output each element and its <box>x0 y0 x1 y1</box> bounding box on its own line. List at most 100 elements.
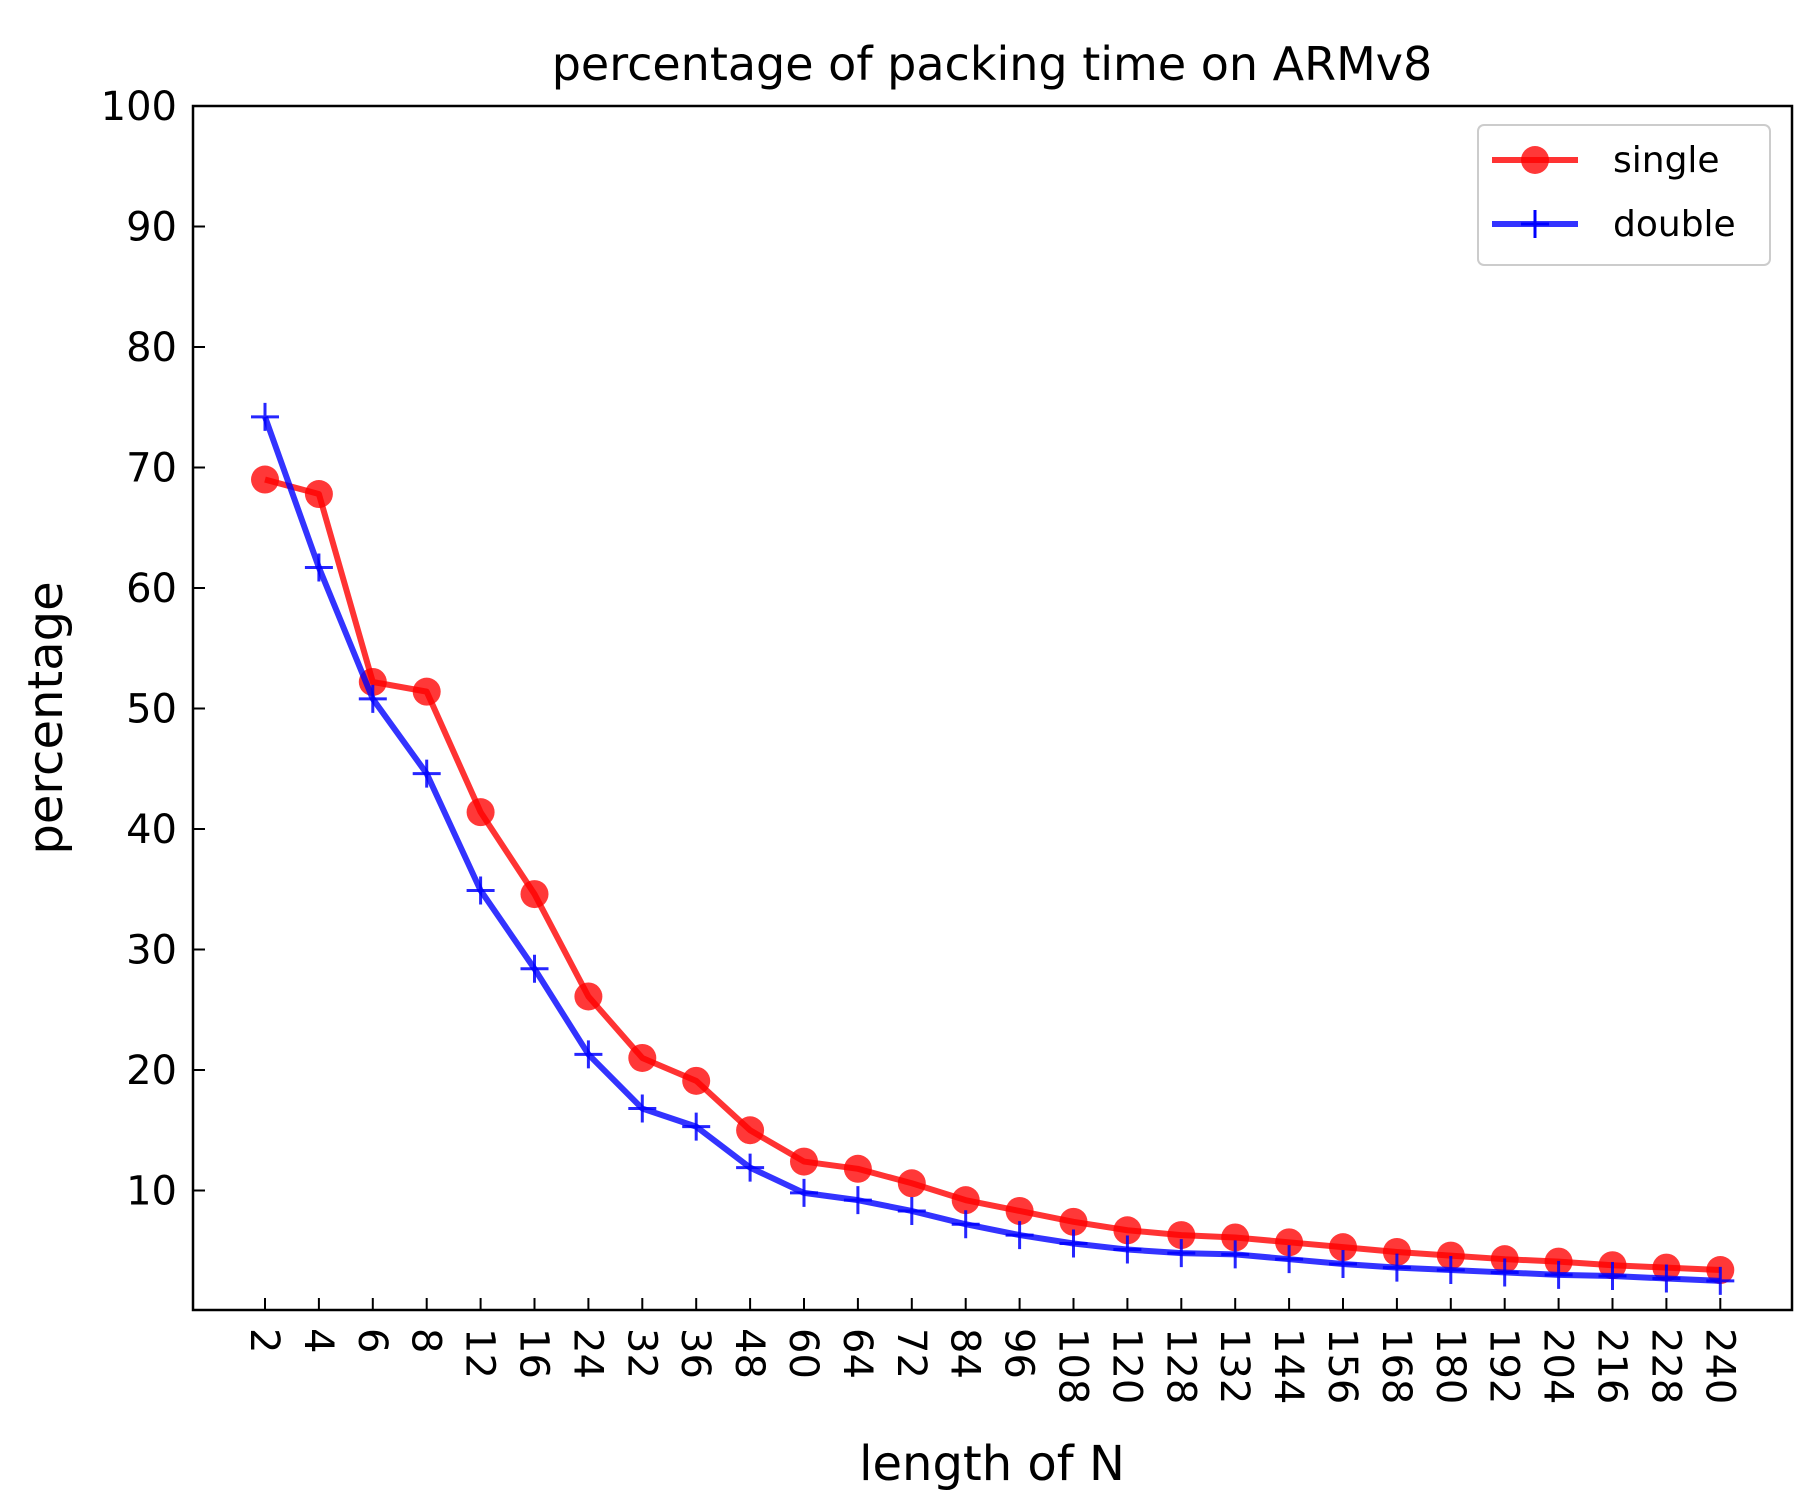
data-point-double <box>1113 1235 1142 1264</box>
data-point-single <box>1436 1241 1465 1270</box>
series-line-double <box>262 415 1721 1284</box>
data-point-single <box>1329 1233 1357 1262</box>
x-tick-label: 128 <box>1157 1328 1203 1404</box>
y-tick-label: 100 <box>101 84 177 130</box>
x-tick-label: 180 <box>1427 1328 1473 1404</box>
data-point-single <box>1382 1237 1411 1266</box>
x-tick-label: 240 <box>1696 1328 1742 1404</box>
data-point-single <box>574 982 603 1011</box>
series-line-single <box>264 476 1721 1274</box>
chart-title: percentage of packing time on ARMv8 <box>552 37 1433 91</box>
x-axis-label: length of N <box>859 1436 1125 1492</box>
data-point-single <box>1275 1228 1304 1257</box>
data-point-double <box>1382 1253 1411 1282</box>
series-single <box>251 465 1735 1285</box>
data-point-double <box>412 759 441 788</box>
data-point-single <box>1005 1196 1034 1225</box>
data-point-double <box>951 1210 980 1239</box>
data-point-double <box>251 402 279 431</box>
x-tick-label: 2 <box>241 1328 287 1353</box>
y-tick-label: 20 <box>126 1048 177 1094</box>
x-tick-label: 132 <box>1211 1328 1257 1404</box>
y-tick-label: 90 <box>126 205 177 251</box>
x-tick-label: 12 <box>457 1328 503 1379</box>
data-point-single <box>304 480 333 509</box>
legend-marker-double <box>1521 210 1549 238</box>
x-tick-label: 24 <box>564 1328 610 1379</box>
y-tick-label: 10 <box>126 1169 177 1215</box>
data-point-double <box>682 1112 711 1141</box>
data-point-single <box>951 1186 980 1215</box>
data-point-double <box>1059 1229 1088 1258</box>
x-tick-label: 6 <box>349 1328 395 1353</box>
data-point-double <box>1167 1239 1196 1268</box>
x-tick-label: 84 <box>942 1328 988 1379</box>
y-tick-label: 40 <box>126 807 177 853</box>
legend: single double <box>1477 124 1771 266</box>
data-point-double <box>1329 1250 1357 1279</box>
data-point-double <box>628 1094 657 1123</box>
x-tick-label: 156 <box>1319 1328 1365 1404</box>
data-point-single <box>520 880 549 909</box>
x-tick-label: 48 <box>726 1328 772 1379</box>
data-point-single <box>790 1147 818 1176</box>
data-point-single <box>412 677 441 706</box>
x-tick-label: 16 <box>511 1328 557 1379</box>
data-point-double <box>1706 1266 1735 1295</box>
data-point-double <box>520 954 549 983</box>
data-point-double <box>1652 1264 1681 1293</box>
data-point-single <box>1167 1221 1196 1250</box>
data-point-double <box>736 1153 765 1182</box>
y-tick-label: 60 <box>126 566 177 612</box>
x-tick-label: 108 <box>1050 1328 1096 1404</box>
x-tick-label: 144 <box>1265 1328 1311 1404</box>
data-point-double <box>574 1040 603 1069</box>
y-tick-label: 30 <box>126 928 177 974</box>
data-point-single <box>251 465 279 494</box>
data-point-double <box>466 876 495 905</box>
data-point-single <box>628 1043 657 1072</box>
data-point-double <box>790 1178 818 1207</box>
data-point-double <box>358 684 387 713</box>
x-tick-label: 192 <box>1481 1328 1527 1404</box>
data-point-single <box>736 1116 765 1145</box>
x-tick-label: 4 <box>295 1328 341 1353</box>
x-tick-label: 228 <box>1642 1328 1688 1404</box>
data-point-double <box>1436 1256 1465 1285</box>
data-point-double <box>304 553 333 582</box>
x-tick-label: 8 <box>403 1328 449 1353</box>
x-tick-label: 64 <box>834 1328 880 1379</box>
x-tick-label: 36 <box>672 1328 718 1379</box>
y-tick-label: 50 <box>126 687 177 733</box>
data-point-single <box>1059 1207 1088 1236</box>
data-point-double <box>1221 1240 1250 1269</box>
x-tick-label: 72 <box>888 1328 934 1379</box>
data-point-double <box>1598 1262 1627 1291</box>
plot-frame <box>191 104 1794 1312</box>
data-point-double <box>1490 1258 1519 1287</box>
data-point-single <box>1113 1216 1142 1245</box>
data-point-double <box>1544 1260 1573 1289</box>
data-point-double <box>897 1196 926 1225</box>
y-tick-label: 70 <box>126 446 177 492</box>
x-tick-label: 96 <box>996 1328 1042 1379</box>
legend-item-single: single <box>1492 140 1720 181</box>
x-tick-label: 120 <box>1103 1328 1149 1404</box>
x-tick-label: 32 <box>618 1328 664 1379</box>
x-tick-label: 204 <box>1535 1328 1581 1404</box>
data-point-single <box>897 1169 926 1198</box>
data-point-double <box>843 1186 872 1215</box>
y-axis-label: percentage <box>18 581 74 854</box>
data-point-double <box>1275 1245 1304 1274</box>
x-tick-label: 216 <box>1589 1328 1635 1404</box>
data-point-single <box>1221 1223 1250 1252</box>
legend-label-single: single <box>1613 140 1720 181</box>
data-point-double <box>1005 1221 1034 1250</box>
data-point-single <box>843 1154 872 1183</box>
legend-item-double: double <box>1492 204 1736 245</box>
legend-label-double: double <box>1613 204 1736 245</box>
data-point-single <box>682 1066 711 1095</box>
data-point-single <box>466 798 495 827</box>
